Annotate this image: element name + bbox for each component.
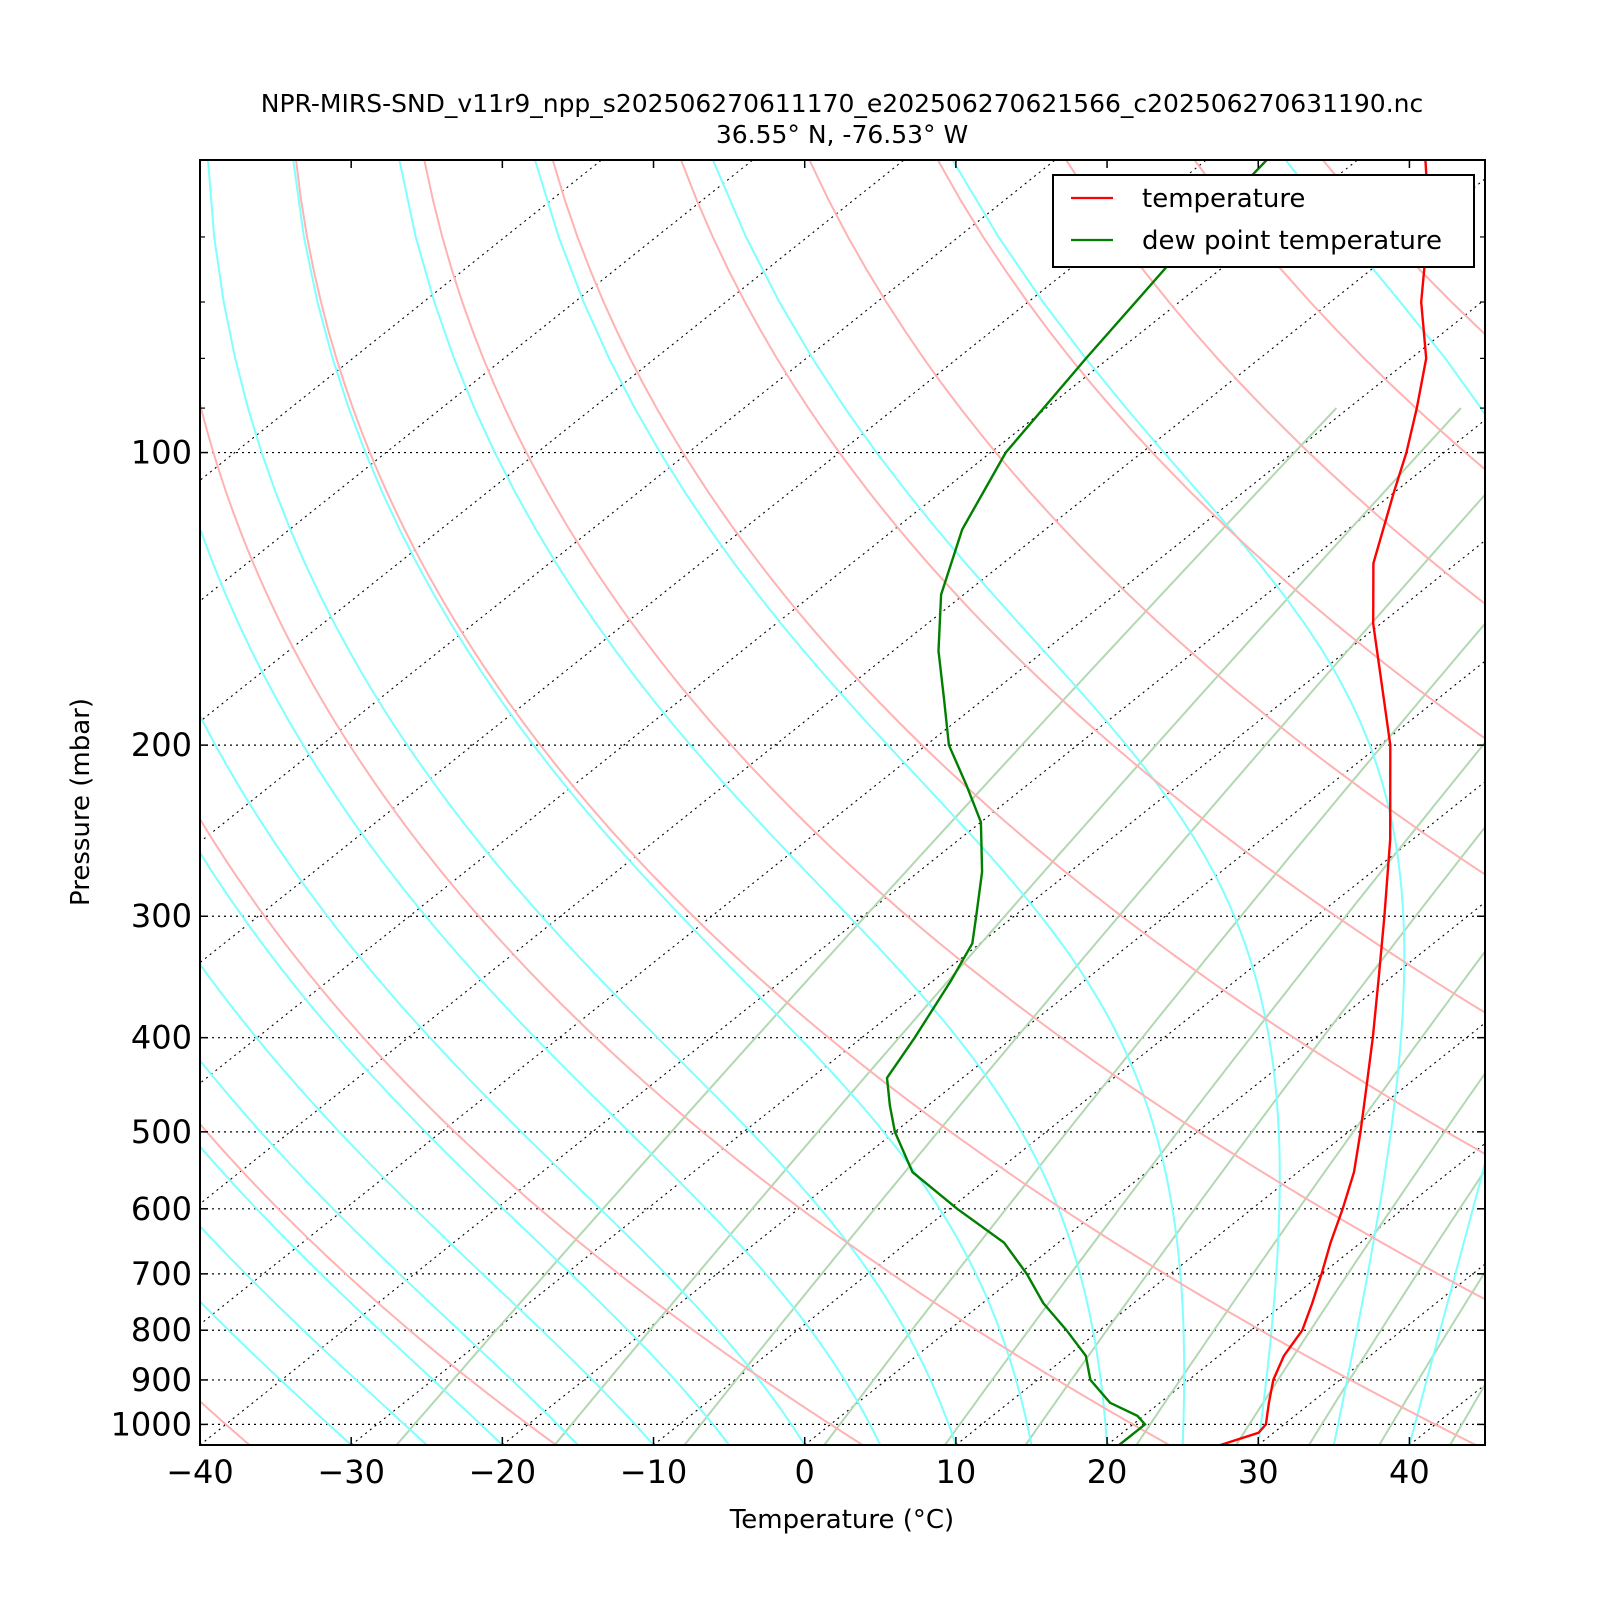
isotherm-line <box>955 1022 1485 1445</box>
mixing-ratio-line <box>1449 1382 1485 1445</box>
isotherm-line <box>200 160 1207 964</box>
isotherm-line <box>200 419 1485 1445</box>
y-tick-label: 1000 <box>111 1405 192 1443</box>
moist-adiabat-line <box>711 160 1281 1445</box>
dry-adiabat-line <box>808 160 1485 876</box>
series-line-dewpoint <box>885 160 1268 1445</box>
dry-adiabat-line <box>1065 160 1485 606</box>
mixing-ratio-line <box>1235 1071 1485 1445</box>
x-tick-label: 10 <box>936 1453 977 1491</box>
x-tick-label: −20 <box>469 1453 537 1491</box>
chart-subtitle: 36.55° N, -76.53° W <box>716 120 968 149</box>
moist-adiabat-line <box>207 160 957 1445</box>
isotherm-line <box>502 660 1485 1445</box>
moist-adiabat-line <box>1284 160 1485 1445</box>
series-lines <box>885 160 1430 1445</box>
dry-adiabat-line <box>551 160 1485 1156</box>
isotherm-line <box>200 178 1485 1205</box>
isotherm-line <box>804 901 1485 1445</box>
dry-adiabat-lines <box>200 160 1485 1445</box>
mixing-ratio-line <box>1024 825 1485 1445</box>
moist-adiabat-line <box>200 1058 579 1445</box>
background-lines <box>200 160 1600 1445</box>
y-tick-label: 800 <box>131 1311 192 1349</box>
x-tick-label: 30 <box>1238 1453 1279 1491</box>
dry-adiabat-line <box>200 817 864 1445</box>
plot-frame <box>199 159 1486 1446</box>
x-tick-label: −10 <box>620 1453 688 1491</box>
mixing-ratio-line <box>683 493 1485 1445</box>
legend: temperature dew point temperature <box>1052 174 1475 268</box>
x-tick-label: −40 <box>166 1453 234 1491</box>
legend-label-dewpoint: dew point temperature <box>1142 226 1442 256</box>
isotherm-line <box>1409 1383 1485 1445</box>
mixing-ratio-line <box>823 622 1485 1445</box>
y-tick-label: 300 <box>131 897 192 935</box>
isotherm-line <box>200 160 754 602</box>
isotherm-line <box>200 160 602 481</box>
dry-adiabat-line <box>295 160 1477 1445</box>
y-tick-label: 700 <box>131 1255 192 1293</box>
x-tick-label: 20 <box>1087 1453 1128 1491</box>
dry-adiabat-line <box>200 1122 557 1445</box>
dry-adiabat-line <box>680 160 1485 1014</box>
dry-adiabat-line <box>423 160 1485 1301</box>
legend-label-temperature: temperature <box>1142 184 1305 214</box>
chart-title: NPR-MIRS-SND_v11r9_npp_s202506270611170_… <box>261 89 1424 118</box>
y-tick-label: 400 <box>131 1019 192 1057</box>
moist-adiabat-line <box>200 962 655 1445</box>
moist-adiabat-line <box>951 160 1406 1445</box>
moist-adiabat-line <box>200 1145 504 1445</box>
isotherm-line <box>200 160 1358 1084</box>
isotherm-line <box>1257 1263 1485 1445</box>
mixing-ratio-lines <box>395 407 1485 1445</box>
moist-adiabat-line <box>1484 1441 1485 1445</box>
isotherm-line <box>350 539 1485 1445</box>
mixing-ratio-line <box>1135 949 1485 1445</box>
y-tick-label: 900 <box>131 1361 192 1399</box>
moist-adiabat-line <box>292 160 1033 1445</box>
isotherm-line <box>1561 160 1600 1445</box>
y-tick-label: 600 <box>131 1190 192 1228</box>
moist-adiabat-line <box>200 1224 428 1445</box>
mixing-ratio-line <box>1378 1270 1485 1445</box>
isotherm-line <box>200 298 1485 1326</box>
isobar-grid <box>200 451 1485 1426</box>
moist-adiabat-line <box>200 525 882 1445</box>
legend-box <box>1052 174 1475 268</box>
y-tick-label: 500 <box>131 1113 192 1151</box>
x-tick-label: 0 <box>795 1453 815 1491</box>
moist-adiabat-line <box>200 850 730 1445</box>
x-axis-ticks: −40 −30 −20 −10 0 10 20 30 40 <box>166 160 1430 1491</box>
y-tick-label: 100 <box>131 434 192 472</box>
isotherm-line <box>200 160 1056 843</box>
moist-adiabat-line <box>398 160 1109 1445</box>
y-axis-ticks: 100 200 300 400 500 600 700 800 900 1000 <box>111 236 1485 1443</box>
x-tick-label: 40 <box>1389 1453 1430 1491</box>
moist-adiabat-line <box>200 1300 352 1445</box>
dry-adiabat-line <box>200 1399 251 1445</box>
isotherm-line <box>200 160 905 723</box>
isotherm-line <box>653 781 1485 1445</box>
y-tick-label: 200 <box>131 726 192 764</box>
y-axis-label: Pressure (mbar) <box>66 698 96 906</box>
dry-adiabat-line <box>200 399 1170 1445</box>
mixing-ratio-line <box>1308 1168 1485 1445</box>
mixing-ratio-line <box>395 407 1338 1445</box>
series-line-temperature <box>1220 160 1430 1445</box>
moist-adiabat-line <box>534 160 1186 1445</box>
mixing-ratio-line <box>944 741 1485 1445</box>
x-tick-label: −30 <box>317 1453 385 1491</box>
x-axis-label: Temperature (°C) <box>729 1505 954 1535</box>
